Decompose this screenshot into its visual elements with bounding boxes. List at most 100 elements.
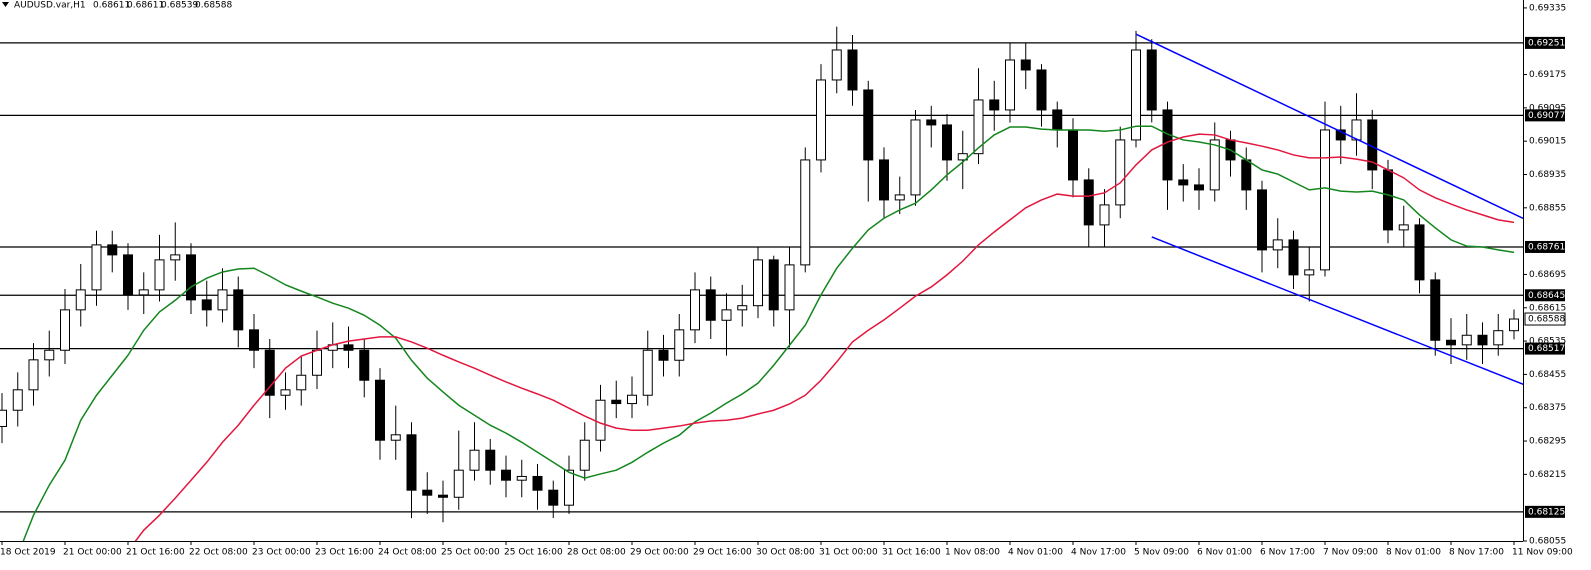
current-price-label: 0.68588 (1528, 315, 1565, 325)
x-tick-label: 22 Oct 08:00 (189, 548, 248, 558)
candle-body (485, 449, 496, 471)
candle-body (343, 344, 354, 351)
candle-body (201, 299, 212, 311)
level-label-bg (1525, 109, 1565, 122)
trendline (1135, 33, 1523, 220)
candle-body (1131, 49, 1141, 141)
x-tick-label: 31 Oct 00:00 (819, 548, 878, 558)
candle-body (595, 399, 606, 441)
y-tick-label: 0.68455 (1529, 370, 1566, 380)
candle-body (1099, 204, 1110, 226)
candle-body (0, 409, 7, 427)
candle-body (564, 469, 574, 506)
candle-body (453, 469, 464, 498)
candle-body (1414, 224, 1425, 281)
candle-body (642, 349, 653, 396)
candle-body (863, 89, 874, 161)
y-tick-label: 0.68215 (1529, 470, 1566, 480)
candle-body (1461, 334, 1472, 346)
y-tick-label: 0.68055 (1529, 537, 1566, 547)
level-label-bg (1525, 240, 1565, 253)
candle-body (1194, 184, 1204, 191)
candle-body (800, 159, 811, 266)
menu-arrow[interactable] (2, 2, 9, 7)
x-tick-label: 21 Oct 16:00 (126, 548, 185, 558)
high-value: 0.68611 (127, 1, 164, 11)
x-tick-label: 1 Nov 08:00 (945, 548, 1000, 558)
candle-body (186, 254, 196, 301)
level-label: 0.68125 (1528, 507, 1565, 517)
candle-body (989, 99, 1000, 111)
candle-body (1020, 59, 1031, 71)
x-tick-label: 24 Oct 08:00 (378, 548, 437, 558)
y-tick-label: 0.68295 (1529, 437, 1566, 447)
candle-body (138, 289, 149, 296)
x-tick-label: 8 Nov 01:00 (1386, 548, 1441, 558)
candle-body (957, 153, 968, 161)
y-tick-label: 0.68695 (1529, 270, 1566, 280)
y-tick-label: 0.68375 (1529, 403, 1566, 413)
candle-body (60, 309, 70, 351)
candle-body (721, 309, 732, 321)
trendline (1151, 236, 1523, 386)
candle-body (1162, 109, 1173, 181)
close-value: 0.68588 (195, 1, 232, 11)
x-tick-label: 4 Nov 17:00 (1071, 548, 1126, 558)
level-label-bg (1525, 342, 1565, 355)
candle-body (768, 259, 779, 311)
candle-body (910, 119, 921, 196)
candle-body (1430, 279, 1441, 341)
candle-body (501, 469, 511, 481)
x-tick-label: 6 Nov 01:00 (1197, 548, 1252, 558)
candle-body (280, 389, 291, 396)
candle-body (1005, 59, 1015, 111)
header: AUDUSD.var,H1 0.68611 0.68611 0.68539 0.… (14, 1, 232, 11)
candle-body (28, 359, 39, 391)
candle-body (674, 329, 685, 361)
level-label-bg (1525, 289, 1565, 302)
candle-body (658, 349, 669, 361)
candle-body (217, 289, 228, 311)
symbol: AUDUSD.var,H1 (14, 1, 86, 11)
candle-body (548, 489, 559, 506)
candle-body (831, 49, 842, 81)
candle-body (753, 259, 763, 307)
y-tick-label: 0.68855 (1529, 203, 1566, 213)
moving-average (134, 133, 1515, 541)
candle-body (359, 349, 370, 381)
candle-body (154, 259, 165, 291)
level-label-bg (1525, 505, 1565, 518)
candle-body (249, 329, 259, 351)
current-price-bg (1524, 312, 1566, 326)
low-value: 0.68539 (161, 1, 198, 11)
candle-body (91, 244, 102, 291)
x-tick-label: 25 Oct 00:00 (441, 548, 500, 558)
x-tick-label: 7 Nov 09:00 (1323, 548, 1378, 558)
candle-body (942, 124, 952, 161)
x-tick-label: 5 Nov 09:00 (1134, 548, 1189, 558)
plot-area (0, 26, 1523, 541)
candle-body (1398, 224, 1409, 231)
x-tick-label: 28 Oct 08:00 (567, 548, 626, 558)
candle-body (170, 254, 181, 261)
candle-body (264, 349, 275, 396)
x-tick-label: 11 Nov 09:00 (1512, 548, 1573, 558)
candle-body (1178, 179, 1189, 186)
candle-body (422, 489, 433, 496)
x-tick-label: 23 Oct 00:00 (252, 548, 311, 558)
level-label: 0.68517 (1528, 344, 1565, 354)
moving-average (22, 125, 1515, 541)
y-tick-label: 0.69175 (1529, 70, 1566, 80)
y-tick-label: 0.69335 (1529, 3, 1566, 13)
x-tick-label: 8 Nov 17:00 (1449, 548, 1504, 558)
candle-body (816, 79, 826, 161)
candle-body (1509, 318, 1519, 332)
y-tick-label: 0.69095 (1529, 103, 1566, 113)
candle-body (516, 475, 527, 481)
x-tick-label: 25 Oct 16:00 (504, 548, 563, 558)
candle-body (847, 49, 858, 91)
candle-body (579, 439, 590, 471)
candle-body (1083, 179, 1094, 226)
y-tick-label: 0.68935 (1529, 170, 1566, 180)
